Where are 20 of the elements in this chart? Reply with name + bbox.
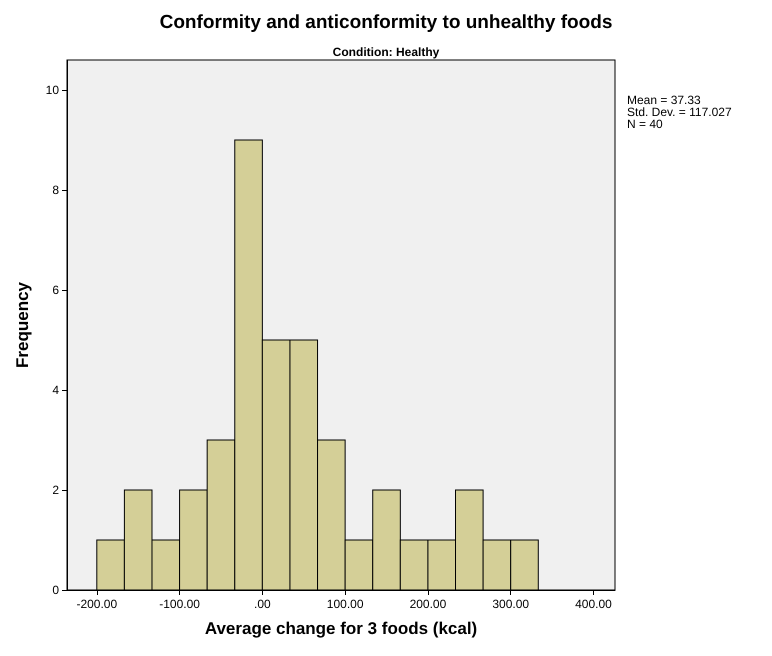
y-tick-label: 10	[46, 83, 60, 97]
y-tick-label: 4	[52, 383, 60, 397]
y-tick-label: 8	[52, 183, 60, 197]
x-tick-label: -200.00	[76, 597, 118, 611]
x-tick-label: 300.00	[492, 597, 530, 611]
x-tick-label: 400.00	[575, 597, 612, 611]
x-tick-label: 100.00	[326, 597, 364, 611]
y-tick-label: 6	[52, 283, 60, 297]
chart-title: Conformity and anticonformity to unhealthy foods	[160, 12, 612, 33]
text: Std. Dev. = 117.027	[627, 105, 732, 119]
x-tick-label: -100.00	[159, 597, 200, 611]
x-tick-label: 200.00	[410, 597, 447, 611]
y-tick-label: 2	[52, 483, 60, 497]
text: N = 40	[627, 117, 664, 131]
chart-subtitle: Condition: Healthy	[332, 45, 440, 59]
x-tick-label: .00	[254, 597, 272, 611]
x-axis-title: Average change for 3 foods (kcal)	[204, 619, 478, 638]
y-axis-title: Frequency	[13, 281, 32, 368]
text: Mean = 37.33	[627, 93, 702, 107]
y-tick-label: 0	[52, 583, 60, 597]
